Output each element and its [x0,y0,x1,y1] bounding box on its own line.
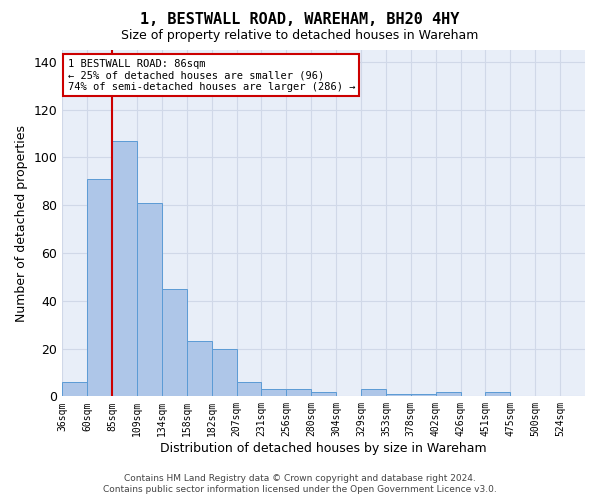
Bar [112,141,137,397]
Bar [262,389,286,396]
Bar [212,348,236,397]
Text: Contains HM Land Registry data © Crown copyright and database right 2024.
Contai: Contains HM Land Registry data © Crown c… [103,474,497,494]
Bar [62,382,87,396]
Bar [137,203,162,396]
Bar [386,394,411,396]
Bar [236,382,262,396]
X-axis label: Distribution of detached houses by size in Wareham: Distribution of detached houses by size … [160,442,487,455]
Text: 1 BESTWALL ROAD: 86sqm
← 25% of detached houses are smaller (96)
74% of semi-det: 1 BESTWALL ROAD: 86sqm ← 25% of detached… [68,58,355,92]
Bar [286,389,311,396]
Text: Size of property relative to detached houses in Wareham: Size of property relative to detached ho… [121,29,479,42]
Bar [87,179,112,396]
Bar [162,289,187,397]
Bar [411,394,436,396]
Bar [361,389,386,396]
Bar [485,392,511,396]
Bar [311,392,336,396]
Bar [187,342,212,396]
Text: 1, BESTWALL ROAD, WAREHAM, BH20 4HY: 1, BESTWALL ROAD, WAREHAM, BH20 4HY [140,12,460,26]
Y-axis label: Number of detached properties: Number of detached properties [15,124,28,322]
Bar [436,392,461,396]
